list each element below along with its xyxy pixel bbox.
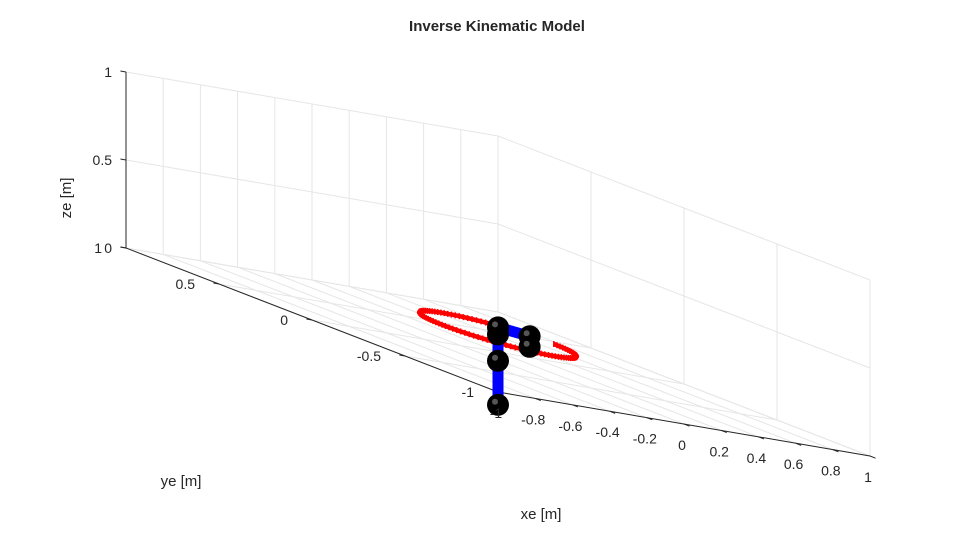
x-tick-label: 0.4 (747, 450, 767, 466)
x-tick-mark (832, 449, 839, 453)
x-tick-mark (758, 436, 765, 440)
x-tick-label: 0 (678, 437, 686, 453)
manipulator-joint (487, 349, 509, 372)
x-tick-label: -0.4 (596, 424, 620, 440)
z-tick-mark (120, 246, 127, 249)
x-tick-label: 0.6 (784, 456, 804, 472)
manipulator-joint-highlight (492, 398, 498, 405)
y-tick-mark (399, 354, 406, 357)
x-tick-mark (795, 442, 802, 446)
x-tick-label: 0.2 (709, 443, 729, 459)
axes-box (120, 70, 876, 459)
grid-line (125, 71, 499, 137)
z-tick-mark (120, 70, 127, 73)
manipulator-joint-highlight (492, 354, 498, 361)
z-tick-label: 0.5 (93, 152, 113, 168)
grid-line (497, 223, 871, 369)
x-axis-label: xe [m] (521, 506, 562, 523)
manipulator-joint-highlight (523, 340, 530, 347)
x-tick-mark (609, 410, 616, 414)
trajectory-circle (416, 307, 580, 362)
x-tick-mark (646, 417, 653, 421)
grid-line (497, 311, 871, 457)
y-tick-label: -0.5 (357, 348, 381, 364)
x-tick-mark (535, 397, 541, 402)
grid-line (125, 247, 499, 313)
z-tick-label: 0 (104, 240, 112, 256)
x-tick-mark (683, 423, 690, 427)
y-axis-label: ye [m] (161, 473, 202, 490)
z-tick-label: 1 (104, 64, 112, 80)
x-tick-label: -0.6 (558, 418, 582, 434)
x-tick-label: -0.8 (521, 411, 545, 427)
z-tick-mark (120, 158, 127, 161)
x-tick-mark (869, 455, 876, 459)
x-tick-mark (572, 404, 579, 408)
y-tick-mark (213, 282, 220, 285)
x-tick-label: 1 (864, 469, 872, 485)
manipulator-joint-highlight (523, 330, 530, 337)
tick-labels: -1 -0.8 -0.6 -0.4 -0.2 0 0.2 0.4 0.6 0.8 1 -1 -0.5 0 0… (93, 64, 873, 485)
y-tick-label: 1 (94, 240, 102, 256)
manipulator-joint (518, 335, 541, 358)
z-axis-label: ze [m] (58, 178, 75, 219)
y-tick-label: -1 (462, 384, 475, 400)
x-tick-label: -0.2 (633, 431, 657, 447)
manipulator-joint (487, 393, 509, 416)
x-tick-label: 0.8 (821, 463, 841, 479)
x-tick-label: -1 (490, 405, 503, 421)
x-tick-mark (721, 429, 727, 434)
y-tick-label: 0.5 (176, 276, 196, 292)
manipulator-joint-highlight (492, 321, 498, 328)
grid-line (404, 355, 778, 421)
grid-line (125, 159, 499, 225)
manipulator-joint (487, 316, 509, 339)
y-tick-mark (306, 318, 313, 321)
chart-title: Inverse Kinematic Model (409, 18, 585, 35)
y-tick-label: 0 (280, 312, 288, 328)
grid-line (497, 135, 871, 281)
manipulator (487, 316, 541, 416)
